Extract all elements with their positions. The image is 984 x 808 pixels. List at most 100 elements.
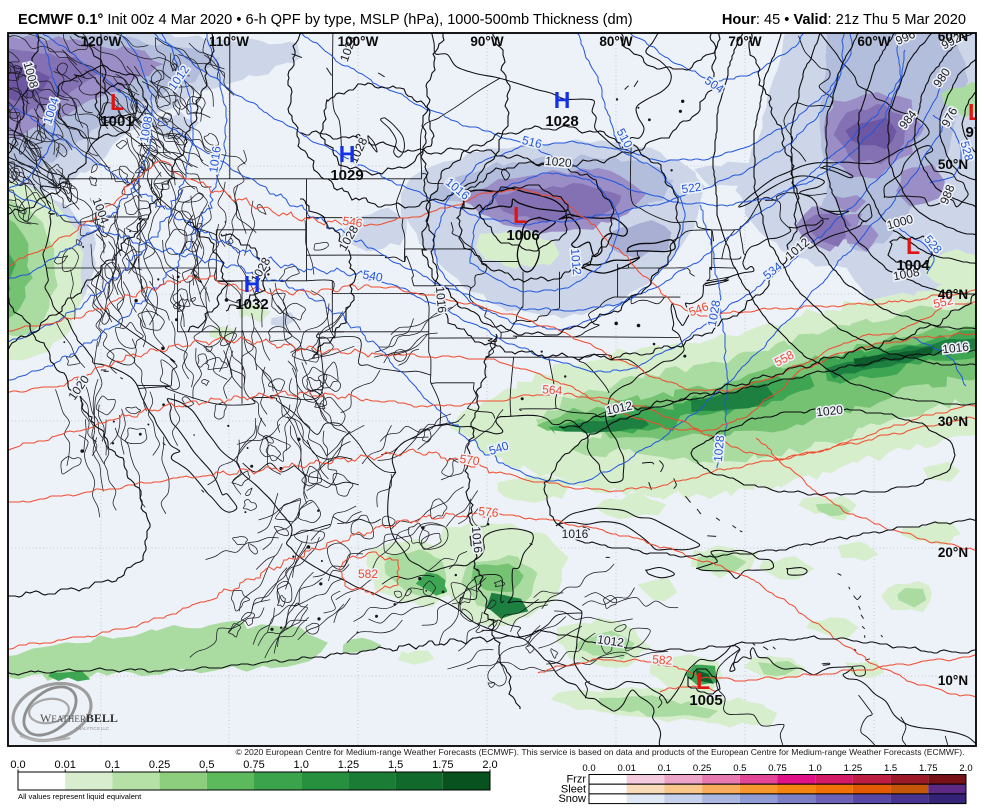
svg-text:546: 546 bbox=[687, 299, 711, 319]
svg-text:1008: 1008 bbox=[21, 60, 42, 90]
svg-text:L: L bbox=[513, 202, 527, 228]
svg-text:Hour: 45 • Valid: 21z Thu 5 Ma: Hour: 45 • Valid: 21z Thu 5 Mar 2020 bbox=[722, 12, 966, 28]
svg-text:20°N: 20°N bbox=[938, 545, 968, 560]
svg-text:1006: 1006 bbox=[506, 227, 539, 244]
svg-text:1000: 1000 bbox=[885, 212, 915, 233]
svg-text:570: 570 bbox=[459, 452, 481, 469]
svg-text:H: H bbox=[339, 141, 356, 167]
svg-text:60°N: 60°N bbox=[938, 29, 968, 44]
svg-text:1012: 1012 bbox=[568, 248, 584, 276]
svg-text:552: 552 bbox=[932, 293, 955, 311]
svg-text:0.25: 0.25 bbox=[693, 763, 712, 774]
svg-text:0.0: 0.0 bbox=[10, 759, 25, 771]
svg-text:0.01: 0.01 bbox=[617, 763, 636, 774]
svg-text:1008: 1008 bbox=[892, 265, 921, 283]
svg-text:582: 582 bbox=[358, 567, 378, 581]
svg-text:1029: 1029 bbox=[330, 167, 363, 184]
svg-text:582: 582 bbox=[652, 652, 673, 667]
svg-text:1012: 1012 bbox=[568, 248, 584, 276]
svg-text:1016: 1016 bbox=[206, 145, 224, 174]
svg-text:522: 522 bbox=[681, 180, 703, 197]
svg-text:1001: 1001 bbox=[100, 113, 133, 130]
svg-text:1008: 1008 bbox=[892, 265, 921, 283]
svg-text:L: L bbox=[968, 99, 982, 125]
svg-text:0.1: 0.1 bbox=[658, 763, 671, 774]
svg-text:1028: 1028 bbox=[711, 434, 727, 462]
svg-text:L: L bbox=[906, 233, 920, 259]
svg-text:1020: 1020 bbox=[816, 403, 844, 420]
svg-text:1028: 1028 bbox=[705, 299, 723, 328]
svg-text:1020: 1020 bbox=[544, 154, 572, 170]
svg-text:1.25: 1.25 bbox=[844, 763, 863, 774]
svg-text:576: 576 bbox=[478, 504, 500, 520]
svg-text:90°W: 90°W bbox=[470, 34, 503, 49]
svg-text:WEATHERBELL: WEATHERBELL bbox=[40, 711, 118, 725]
svg-text:540: 540 bbox=[362, 267, 384, 284]
svg-text:1016: 1016 bbox=[469, 526, 485, 554]
svg-text:1008: 1008 bbox=[137, 115, 155, 144]
svg-text:1028: 1028 bbox=[705, 299, 723, 328]
svg-text:1012: 1012 bbox=[596, 632, 625, 650]
svg-text:0.01: 0.01 bbox=[54, 759, 75, 771]
svg-text:1016: 1016 bbox=[469, 526, 485, 554]
svg-text:30°N: 30°N bbox=[938, 414, 968, 429]
svg-text:© 2020 European Centre for Med: © 2020 European Centre for Medium-range … bbox=[236, 747, 965, 757]
svg-text:1016: 1016 bbox=[206, 145, 224, 174]
svg-text:1.25: 1.25 bbox=[338, 759, 359, 771]
svg-text:1.0: 1.0 bbox=[294, 759, 309, 771]
svg-text:1016: 1016 bbox=[433, 286, 449, 314]
svg-text:0.75: 0.75 bbox=[243, 759, 264, 771]
svg-text:H: H bbox=[554, 87, 571, 113]
svg-text:564: 564 bbox=[542, 382, 563, 397]
svg-text:1028: 1028 bbox=[545, 113, 578, 130]
svg-text:1016: 1016 bbox=[942, 340, 970, 357]
svg-text:40°N: 40°N bbox=[938, 287, 968, 302]
svg-text:120°W: 120°W bbox=[81, 34, 122, 49]
svg-text:1.5: 1.5 bbox=[388, 759, 403, 771]
svg-text:All values represent liquid eq: All values represent liquid equivalent bbox=[18, 792, 142, 801]
svg-text:1.5: 1.5 bbox=[884, 763, 897, 774]
svg-text:70°W: 70°W bbox=[728, 34, 761, 49]
svg-text:L: L bbox=[696, 668, 710, 694]
svg-text:522: 522 bbox=[681, 180, 703, 197]
svg-text:546: 546 bbox=[342, 214, 364, 231]
svg-text:1.0: 1.0 bbox=[809, 763, 822, 774]
svg-text:570: 570 bbox=[459, 452, 481, 469]
svg-text:528: 528 bbox=[958, 139, 977, 162]
svg-text:60°W: 60°W bbox=[857, 34, 890, 49]
svg-text:1016: 1016 bbox=[942, 340, 970, 357]
svg-text:1016: 1016 bbox=[562, 527, 589, 541]
svg-text:1012: 1012 bbox=[596, 632, 625, 650]
svg-text:0.25: 0.25 bbox=[149, 759, 170, 771]
svg-text:L: L bbox=[110, 89, 124, 115]
svg-text:552: 552 bbox=[932, 293, 955, 311]
svg-text:110°W: 110°W bbox=[209, 34, 249, 49]
svg-text:1016: 1016 bbox=[433, 286, 449, 314]
svg-text:ANALYTICS LLC: ANALYTICS LLC bbox=[75, 726, 110, 731]
svg-text:Frzr: Frzr bbox=[566, 774, 586, 786]
svg-text:80°W: 80°W bbox=[599, 34, 632, 49]
svg-text:0.1: 0.1 bbox=[105, 759, 120, 771]
svg-text:1005: 1005 bbox=[689, 692, 722, 709]
svg-text:564: 564 bbox=[542, 382, 563, 397]
svg-text:50°N: 50°N bbox=[938, 157, 968, 172]
svg-text:0.75: 0.75 bbox=[768, 763, 787, 774]
svg-text:516: 516 bbox=[521, 133, 544, 152]
svg-text:528: 528 bbox=[958, 139, 977, 162]
svg-text:582: 582 bbox=[358, 567, 378, 581]
svg-text:100°W: 100°W bbox=[338, 34, 379, 49]
svg-text:576: 576 bbox=[478, 504, 500, 520]
svg-text:0.0: 0.0 bbox=[582, 763, 595, 774]
svg-text:582: 582 bbox=[652, 652, 673, 667]
svg-text:1020: 1020 bbox=[816, 403, 844, 420]
svg-text:516: 516 bbox=[521, 133, 544, 152]
svg-text:10°N: 10°N bbox=[938, 673, 968, 688]
svg-text:1012: 1012 bbox=[605, 398, 634, 417]
svg-text:2.0: 2.0 bbox=[959, 763, 972, 774]
svg-text:540: 540 bbox=[362, 267, 384, 284]
svg-text:1.75: 1.75 bbox=[919, 763, 938, 774]
svg-text:0.5: 0.5 bbox=[199, 759, 214, 771]
svg-text:1008: 1008 bbox=[137, 115, 155, 144]
svg-text:1004: 1004 bbox=[896, 257, 930, 274]
svg-text:1032: 1032 bbox=[235, 296, 268, 313]
